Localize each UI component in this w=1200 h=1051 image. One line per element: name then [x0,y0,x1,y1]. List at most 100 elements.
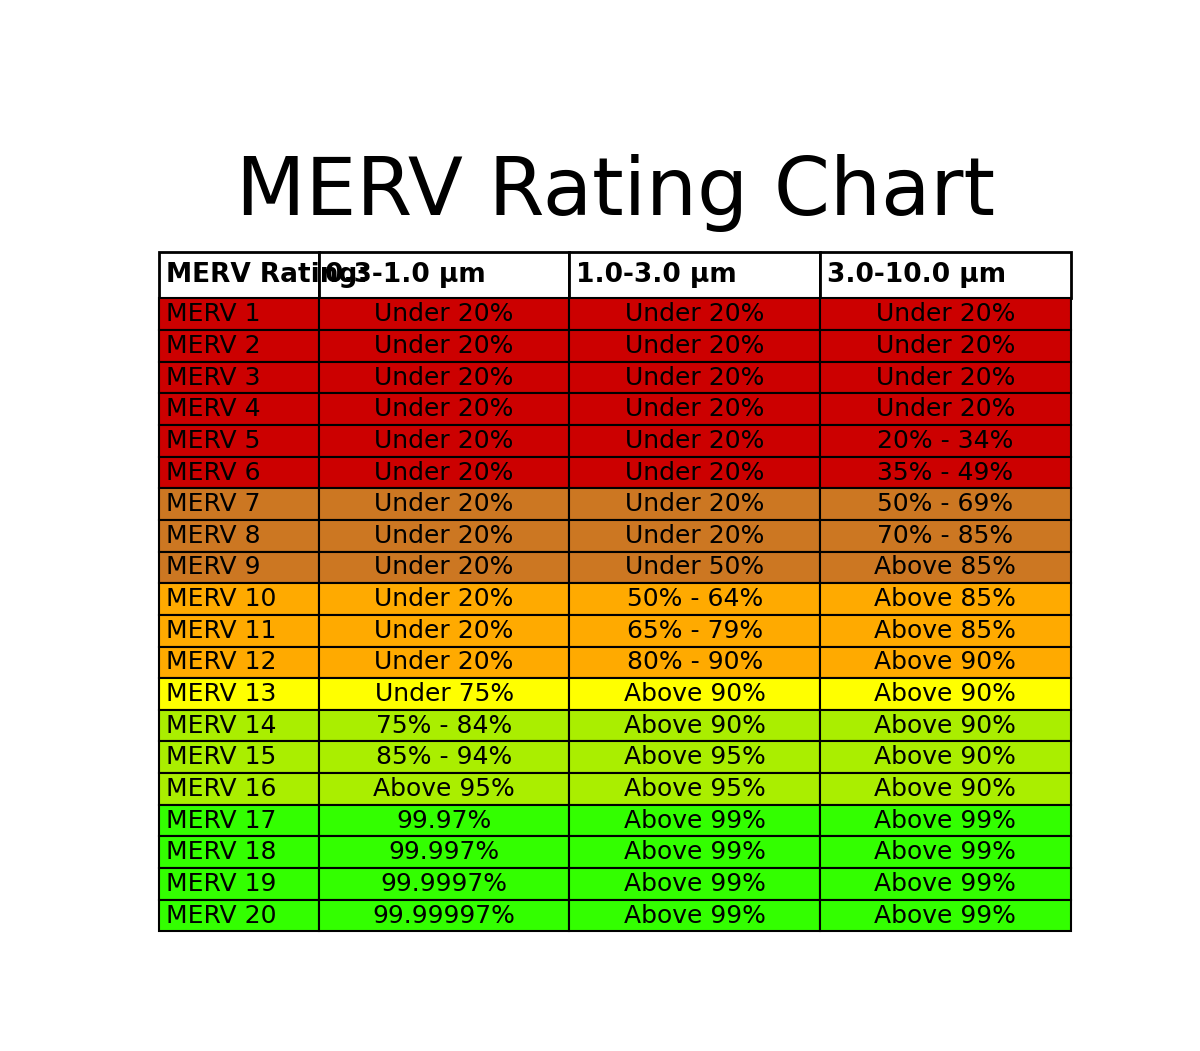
Text: 3.0-10.0 μm: 3.0-10.0 μm [827,262,1006,288]
Text: Under 20%: Under 20% [876,334,1015,358]
Text: Above 99%: Above 99% [624,808,766,832]
Text: 85% - 94%: 85% - 94% [376,745,512,769]
Bar [820,837,1070,868]
Bar [570,742,820,774]
Text: MERV 17: MERV 17 [166,808,276,832]
Text: MERV 3: MERV 3 [166,366,260,390]
Bar [319,393,570,425]
Bar [160,362,319,393]
Text: Above 90%: Above 90% [875,777,1016,801]
Text: MERV 13: MERV 13 [166,682,276,706]
Text: Above 85%: Above 85% [875,619,1016,643]
Bar [570,615,820,646]
Text: MERV 20: MERV 20 [166,904,276,928]
Text: MERV 12: MERV 12 [166,651,276,675]
Text: Under 20%: Under 20% [876,366,1015,390]
Bar [570,805,820,837]
Text: MERV 1: MERV 1 [166,303,260,326]
Bar [160,868,319,900]
Bar [160,615,319,646]
Text: Above 90%: Above 90% [624,682,766,706]
Bar [570,393,820,425]
Bar [319,330,570,362]
Bar [570,298,820,330]
Text: 0.3-1.0 μm: 0.3-1.0 μm [325,262,486,288]
Bar [319,251,570,298]
Text: Under 20%: Under 20% [625,366,764,390]
Bar [160,457,319,489]
Bar [820,425,1070,457]
Text: Under 20%: Under 20% [374,460,514,485]
Text: MERV 10: MERV 10 [166,588,276,611]
Text: Above 95%: Above 95% [373,777,515,801]
Bar [820,709,1070,742]
Text: Above 99%: Above 99% [624,872,766,895]
Text: Above 99%: Above 99% [875,808,1016,832]
Bar [820,868,1070,900]
Bar [820,678,1070,709]
Bar [319,709,570,742]
Text: Above 85%: Above 85% [875,556,1016,579]
Text: Above 95%: Above 95% [624,777,766,801]
Bar [160,298,319,330]
Bar [319,489,570,520]
Bar [160,552,319,583]
Text: MERV 6: MERV 6 [166,460,260,485]
Text: MERV 8: MERV 8 [166,523,260,548]
Text: Above 95%: Above 95% [624,745,766,769]
Text: Under 20%: Under 20% [374,492,514,516]
Text: Under 20%: Under 20% [374,366,514,390]
Text: 50% - 69%: 50% - 69% [877,492,1014,516]
Text: Under 20%: Under 20% [374,556,514,579]
Bar [570,457,820,489]
Bar [319,678,570,709]
Text: Under 50%: Under 50% [625,556,764,579]
Text: Above 99%: Above 99% [624,904,766,928]
Bar [160,678,319,709]
Text: MERV 9: MERV 9 [166,556,260,579]
Bar [820,552,1070,583]
Bar [570,489,820,520]
Bar [160,425,319,457]
Bar [319,646,570,678]
Text: 70% - 85%: 70% - 85% [877,523,1014,548]
Bar [570,362,820,393]
Bar [820,583,1070,615]
Bar [160,489,319,520]
Bar [570,837,820,868]
Text: Under 20%: Under 20% [625,523,764,548]
Text: Above 90%: Above 90% [875,651,1016,675]
Bar [820,646,1070,678]
Text: Above 90%: Above 90% [875,745,1016,769]
Text: 35% - 49%: 35% - 49% [877,460,1014,485]
Bar [570,330,820,362]
Bar [820,298,1070,330]
Text: MERV Rating Chart: MERV Rating Chart [235,154,995,232]
Bar [319,520,570,552]
Bar [319,742,570,774]
Bar [820,457,1070,489]
Bar [820,362,1070,393]
Text: MERV 14: MERV 14 [166,714,276,738]
Bar [820,900,1070,931]
Text: MERV 7: MERV 7 [166,492,260,516]
Bar [820,393,1070,425]
Text: 99.9997%: 99.9997% [380,872,508,895]
Bar [820,805,1070,837]
Bar [160,393,319,425]
Text: Under 20%: Under 20% [374,303,514,326]
Text: Above 99%: Above 99% [875,840,1016,864]
Text: 20% - 34%: 20% - 34% [877,429,1014,453]
Text: MERV 18: MERV 18 [166,840,276,864]
Bar [570,900,820,931]
Text: 65% - 79%: 65% - 79% [626,619,763,643]
Bar [319,805,570,837]
Bar [160,251,319,298]
Text: Above 99%: Above 99% [875,872,1016,895]
Text: Under 20%: Under 20% [625,429,764,453]
Text: MERV 4: MERV 4 [166,397,260,421]
Bar [820,330,1070,362]
Bar [160,520,319,552]
Text: Above 90%: Above 90% [624,714,766,738]
Text: MERV Rating:: MERV Rating: [166,262,368,288]
